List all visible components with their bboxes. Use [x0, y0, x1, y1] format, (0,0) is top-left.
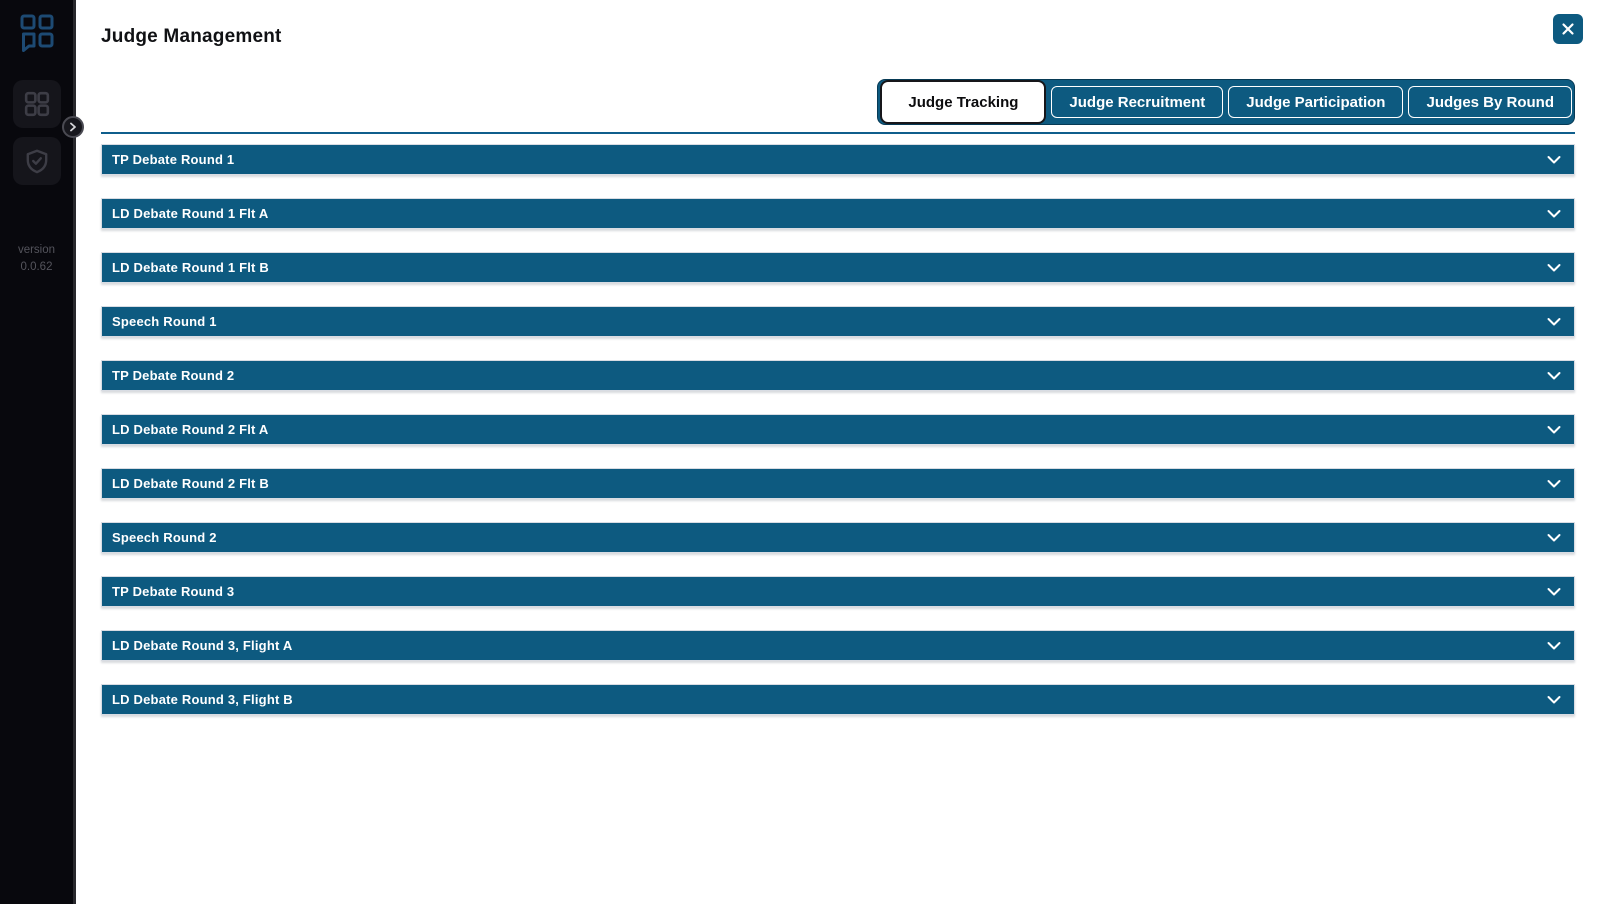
round-label: Speech Round 1 [112, 314, 217, 329]
round-accordion-header[interactable]: LD Debate Round 1 Flt A [101, 198, 1575, 229]
round-label: TP Debate Round 1 [112, 152, 235, 167]
chevron-right-icon [68, 122, 78, 132]
round-label: LD Debate Round 3, Flight B [112, 692, 293, 707]
chevron-down-icon [1547, 479, 1561, 488]
round-label: LD Debate Round 1 Flt B [112, 260, 269, 275]
app-logo-icon [20, 14, 54, 57]
chevron-down-icon [1547, 263, 1561, 272]
round-accordion-header[interactable]: TP Debate Round 2 [101, 360, 1575, 391]
tab-judge-participation[interactable]: Judge Participation [1228, 86, 1404, 118]
round-accordion-header[interactable]: LD Debate Round 1 Flt B [101, 252, 1575, 283]
shield-check-icon [24, 148, 50, 174]
tab-judge-recruitment[interactable]: Judge Recruitment [1051, 86, 1224, 118]
round-label: LD Debate Round 2 Flt B [112, 476, 269, 491]
round-label: Speech Round 2 [112, 530, 217, 545]
round-accordion-header[interactable]: TP Debate Round 1 [101, 144, 1575, 175]
round-accordion-list: TP Debate Round 1 LD Debate Round 1 Flt … [101, 144, 1575, 715]
tab-group: Judge Tracking Judge Recruitment Judge P… [877, 79, 1575, 125]
round-accordion-header[interactable]: Speech Round 1 [101, 306, 1575, 337]
sidebar-expand-button[interactable] [62, 116, 84, 138]
close-icon [1560, 21, 1576, 37]
chevron-down-icon [1547, 317, 1561, 326]
page-title: Judge Management [101, 26, 282, 47]
chevron-down-icon [1547, 587, 1561, 596]
app-version: version 0.0.62 [18, 242, 55, 276]
chevron-down-icon [1547, 209, 1561, 218]
chevron-down-icon [1547, 641, 1561, 650]
round-label: LD Debate Round 3, Flight A [112, 638, 293, 653]
round-accordion-header[interactable]: LD Debate Round 2 Flt A [101, 414, 1575, 445]
round-accordion-header[interactable]: LD Debate Round 3, Flight B [101, 684, 1575, 715]
tabs-row: Judge Tracking Judge Recruitment Judge P… [101, 79, 1575, 125]
chevron-down-icon [1547, 371, 1561, 380]
chevron-down-icon [1547, 425, 1561, 434]
round-label: TP Debate Round 3 [112, 584, 235, 599]
round-accordion-header[interactable]: Speech Round 2 [101, 522, 1575, 553]
sidebar-item-security[interactable] [12, 137, 61, 185]
chevron-down-icon [1547, 695, 1561, 704]
tab-judges-by-round[interactable]: Judges By Round [1408, 86, 1572, 118]
dashboard-grid-icon [24, 91, 50, 117]
round-accordion-header[interactable]: LD Debate Round 3, Flight A [101, 630, 1575, 661]
chevron-down-icon [1547, 155, 1561, 164]
close-button[interactable] [1553, 14, 1583, 44]
tabs-divider [101, 132, 1575, 134]
chevron-down-icon [1547, 533, 1561, 542]
round-label: TP Debate Round 2 [112, 368, 235, 383]
round-accordion-header[interactable]: LD Debate Round 2 Flt B [101, 468, 1575, 499]
sidebar-item-dashboard[interactable] [12, 80, 61, 128]
tab-judge-tracking[interactable]: Judge Tracking [880, 80, 1047, 124]
judge-management-modal: Judge Management Judge Tracking Judge Re… [76, 0, 1600, 904]
version-number: 0.0.62 [20, 261, 53, 273]
round-accordion-header[interactable]: TP Debate Round 3 [101, 576, 1575, 607]
round-label: LD Debate Round 2 Flt A [112, 422, 269, 437]
round-label: LD Debate Round 1 Flt A [112, 206, 269, 221]
sidebar: version 0.0.62 [0, 0, 84, 904]
version-label: version [17, 244, 56, 256]
